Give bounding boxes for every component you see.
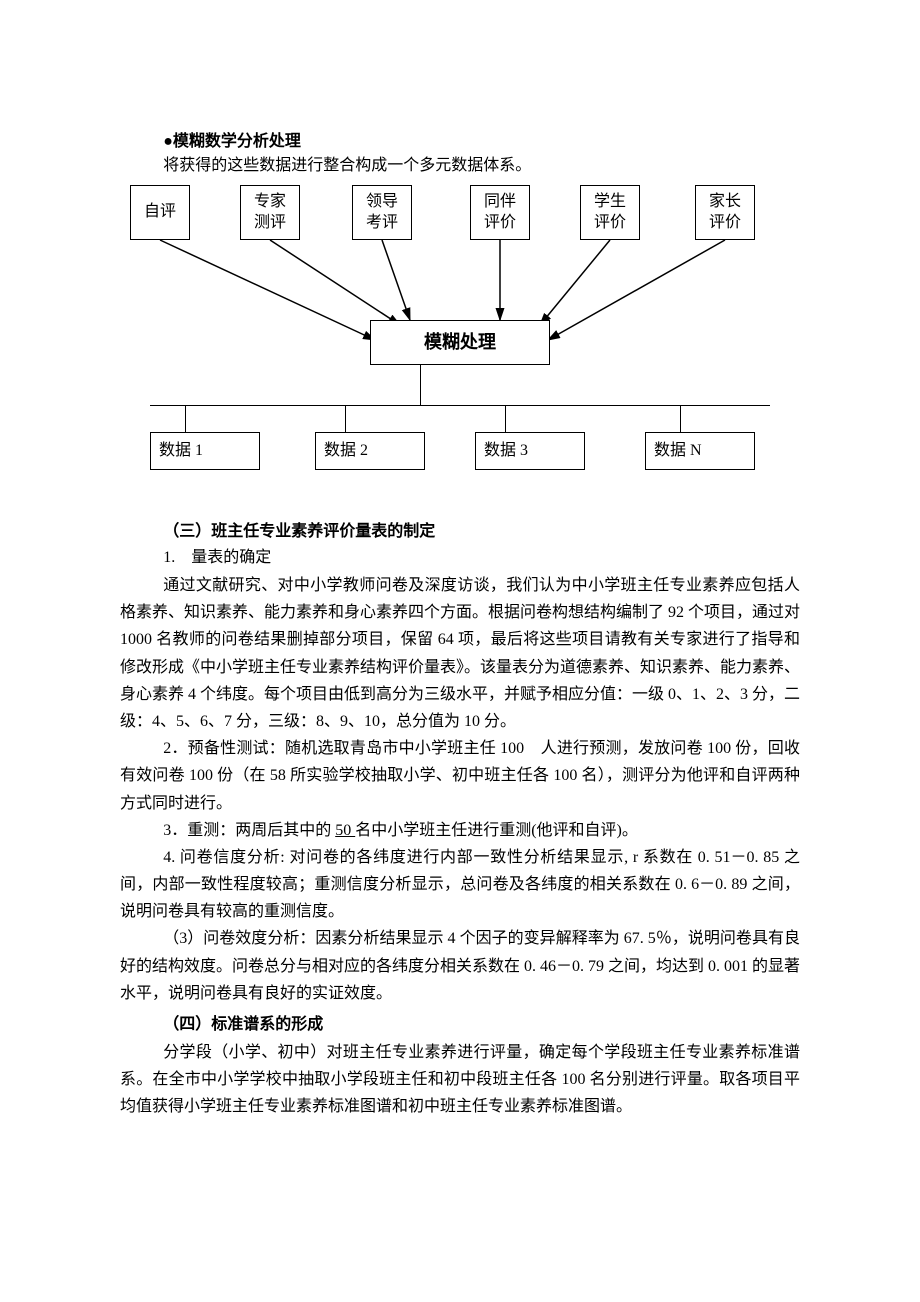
output-box-1: 数据 2: [315, 432, 425, 470]
input-box-4: 学生评价: [580, 185, 640, 240]
connector-stub-3: [680, 405, 681, 432]
paragraph-5: （3）问卷效度分析：因素分析结果显示 4 个因子的变异解释率为 67. 5％，说…: [120, 925, 800, 1007]
paragraph-2: 2．预备性测试：随机选取青岛市中小学班主任 100 人进行预测，发放问卷 100…: [120, 735, 800, 817]
item-1-heading: 1. 量表的确定: [120, 546, 800, 570]
input-box-3: 同伴评价: [470, 185, 530, 240]
section-4-heading: （四）标准谱系的形成: [120, 1013, 800, 1037]
output-box-0: 数据 1: [150, 432, 260, 470]
flowchart-diagram: 自评专家测评领导考评 同伴评价学生评价家长评价 模糊处理 数据 1 数据 2 数据 3…: [120, 180, 800, 505]
connector-stub-2: [505, 405, 506, 432]
document-page: ●模糊数学分析处理 将获得的这些数据进行整合构成一个多元数据体系。 自评专家测评…: [0, 0, 920, 1221]
section-3-heading: （三）班主任专业素养评价量表的制定: [120, 520, 800, 544]
connector-stub-1: [345, 405, 346, 432]
input-box-1: 专家测评: [240, 185, 300, 240]
output-box-2: 数据 3: [475, 432, 585, 470]
connector-line: [420, 365, 421, 405]
input-box-0: 自评: [130, 185, 190, 240]
output-box-3: 数据 N: [645, 432, 755, 470]
input-box-2: 领导考评: [352, 185, 412, 240]
paragraph-4: 4. 问卷信度分析: 对问卷的各纬度进行内部一致性分析结果显示, r 系数在 0…: [120, 844, 800, 926]
center-box-fuzzy-processing: 模糊处理: [370, 320, 550, 365]
paragraph-6: 分学段（小学、初中）对班主任专业素养进行评量，确定每个学段班主任专业素养标准谱系…: [120, 1039, 800, 1121]
input-box-5: 家长评价: [695, 185, 755, 240]
intro-text: 将获得的这些数据进行整合构成一个多元数据体系。: [120, 154, 800, 178]
heading-fuzzy-analysis: ●模糊数学分析处理: [120, 130, 800, 154]
paragraph-1: 通过文献研究、对中小学教师问卷及深度访谈，我们认为中小学班主任专业素养应包括人格…: [120, 572, 800, 735]
underlined-number: 50: [335, 822, 355, 839]
connector-stub-0: [185, 405, 186, 432]
paragraph-3: 3．重测：两周后其中的 50 名中小学班主任进行重测(他评和自评)。: [120, 817, 800, 844]
